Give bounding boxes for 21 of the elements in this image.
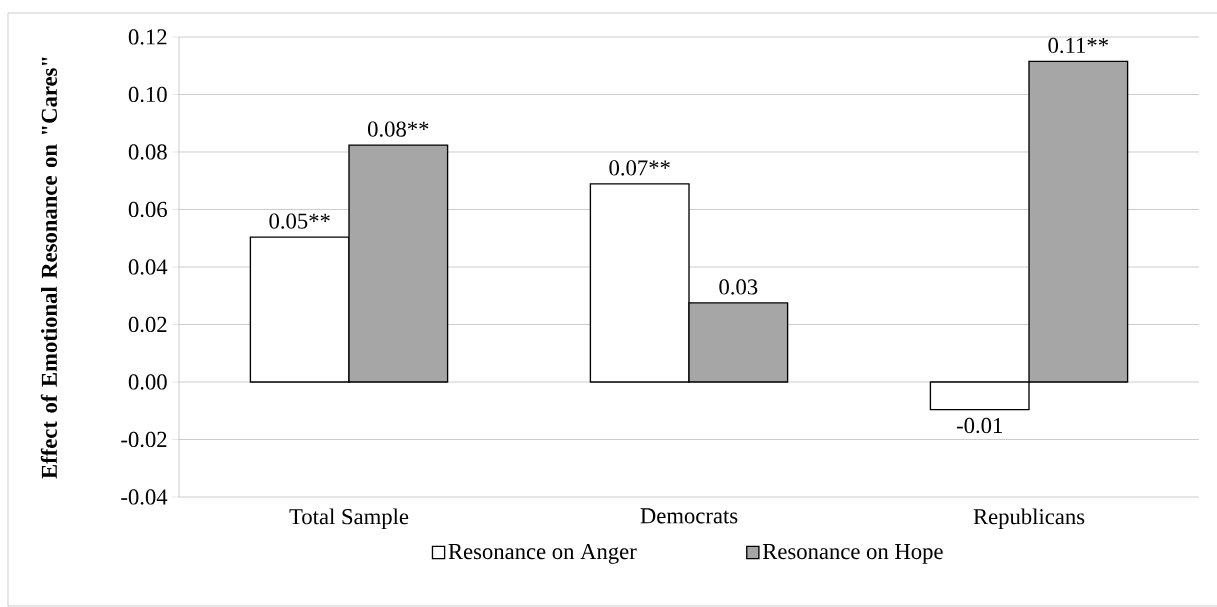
- y-tick-label: 0.02: [128, 316, 167, 333]
- x-tick-label: Republicans: [973, 508, 1085, 529]
- data-label: 0.11**: [1048, 37, 1108, 54]
- data-label: 0.07**: [609, 160, 670, 176]
- legend-label: Resonance on Hope: [762, 544, 943, 564]
- y-tick-label: 0.06: [128, 201, 167, 218]
- data-label: 0.08**: [367, 121, 429, 137]
- y-tick-label: 0.12: [128, 29, 167, 45]
- y-axis-title: Effect of Emotional Resonance on "Cares": [40, 57, 57, 479]
- data-label: -0.01: [956, 417, 1002, 434]
- y-tick-label: 0.08: [128, 144, 167, 160]
- y-tick-label: -0.02: [121, 431, 167, 448]
- y-tick-label: 0.04: [128, 259, 168, 275]
- y-tick-label: -0.04: [121, 489, 168, 505]
- y-tick-label: 0.00: [128, 374, 167, 390]
- x-tick-label: Democrats: [640, 508, 738, 524]
- x-tick-label: Total Sample: [289, 508, 409, 529]
- data-label: 0.03: [719, 279, 758, 295]
- y-tick-label: 0.10: [128, 86, 167, 103]
- data-label: 0.05**: [269, 213, 330, 229]
- legend-label: Resonance on Anger: [448, 543, 637, 564]
